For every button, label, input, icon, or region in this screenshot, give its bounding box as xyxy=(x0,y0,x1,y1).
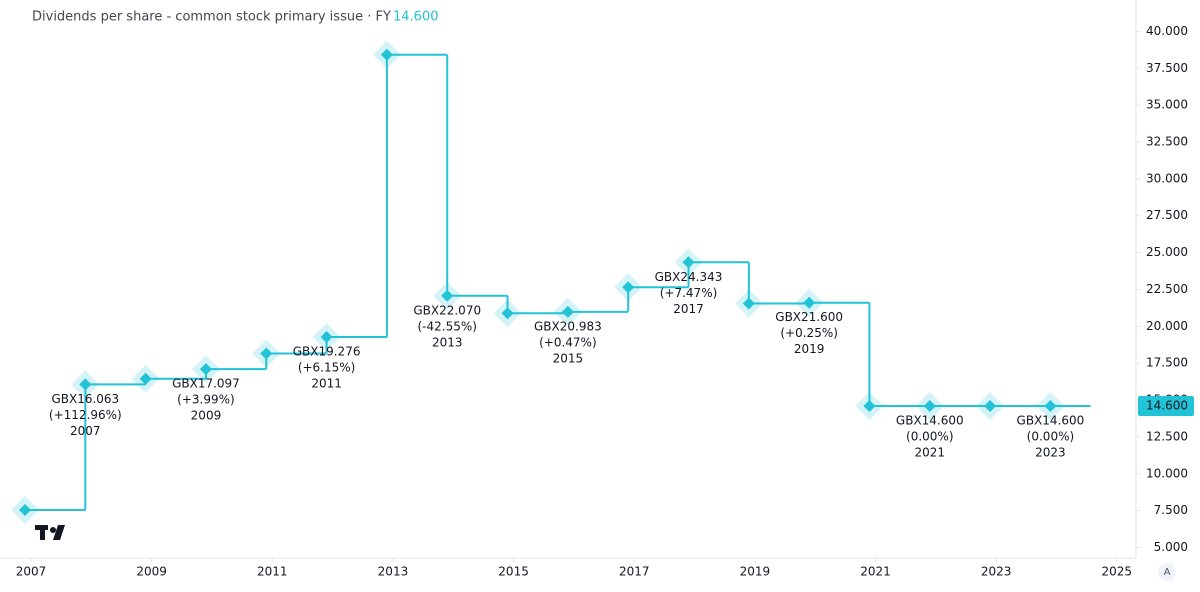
x-tick-label: 2019 xyxy=(740,565,771,579)
x-tick-label: 2021 xyxy=(860,565,891,579)
change-label: (0.00%) xyxy=(906,429,953,443)
y-tick-label: 7.500 xyxy=(1154,503,1188,517)
value-label: GBX22.070 xyxy=(413,303,481,317)
y-tick-label: 10.000 xyxy=(1146,466,1188,480)
point xyxy=(79,378,92,391)
point xyxy=(501,307,514,320)
change-label: (-42.55%) xyxy=(418,319,477,333)
change-label: (+6.15%) xyxy=(298,360,356,374)
value-label: GBX20.983 xyxy=(534,319,602,333)
value-label: GBX14.600 xyxy=(1017,413,1085,427)
x-tick-label: 2009 xyxy=(136,565,167,579)
point xyxy=(561,305,574,318)
x-tick-label: 2023 xyxy=(981,565,1012,579)
y-tick-label: 22.500 xyxy=(1146,282,1188,296)
year-label: 2015 xyxy=(553,351,584,365)
chart-title: Dividends per share - common stock prima… xyxy=(32,10,391,25)
auto-scale-label[interactable]: A xyxy=(1164,567,1171,578)
y-tick-label: 20.000 xyxy=(1146,319,1188,333)
point xyxy=(1044,399,1057,412)
point xyxy=(320,330,333,343)
y-tick-label: 25.000 xyxy=(1146,245,1188,259)
point xyxy=(260,347,273,360)
last-value-box xyxy=(1138,395,1194,416)
point xyxy=(622,281,635,294)
y-tick-label: 30.000 xyxy=(1146,171,1188,185)
value-label: GBX14.600 xyxy=(896,413,964,427)
point xyxy=(863,399,876,412)
logo xyxy=(35,525,65,540)
year-label: 2021 xyxy=(915,445,946,459)
x-tick-label: 2015 xyxy=(498,565,529,579)
point xyxy=(139,372,152,385)
y-tick-label: 35.000 xyxy=(1146,98,1188,112)
auto-scale-button[interactable] xyxy=(1158,563,1176,581)
x-tick-label: 2013 xyxy=(378,565,409,579)
point xyxy=(803,296,816,309)
point xyxy=(682,256,695,269)
x-tick-label: 2017 xyxy=(619,565,650,579)
value-label: GBX21.600 xyxy=(775,310,843,324)
point xyxy=(742,297,755,310)
x-tick-label: 2007 xyxy=(16,565,47,579)
x-tick-label: 2025 xyxy=(1102,565,1133,579)
change-label: (+0.47%) xyxy=(539,335,597,349)
point xyxy=(380,48,393,61)
year-label: 2023 xyxy=(1035,445,1066,459)
y-tick-label: 5.000 xyxy=(1154,540,1188,554)
y-tick-label: 27.500 xyxy=(1146,208,1188,222)
change-label: (+3.99%) xyxy=(177,393,235,407)
point xyxy=(441,289,454,302)
point xyxy=(923,399,936,412)
y-tick-label: 12.500 xyxy=(1146,429,1188,443)
last-value-label: 14.600 xyxy=(1146,398,1188,412)
point xyxy=(19,503,31,516)
y-tick-label: 32.500 xyxy=(1146,135,1188,149)
value-label: GBX19.276 xyxy=(293,344,361,358)
value-label: GBX17.097 xyxy=(172,377,240,391)
change-label: (+0.25%) xyxy=(780,326,838,340)
point xyxy=(199,363,212,376)
change-label: (+7.47%) xyxy=(660,286,718,300)
year-label: 2009 xyxy=(191,409,222,423)
change-label: (0.00%) xyxy=(1027,429,1074,443)
year-label: 2011 xyxy=(311,376,342,390)
year-label: 2019 xyxy=(794,342,825,356)
value-label: GBX16.063 xyxy=(51,392,119,406)
value-label: GBX24.343 xyxy=(655,270,723,284)
year-label: 2013 xyxy=(432,335,463,349)
y-tick-label: 17.500 xyxy=(1146,356,1188,370)
title-value: 14.600 xyxy=(393,10,439,25)
year-label: 2017 xyxy=(673,302,704,316)
y-tick-label: 37.500 xyxy=(1146,61,1188,75)
y-tick-label: 40.000 xyxy=(1146,24,1188,38)
point xyxy=(984,399,997,412)
change-label: (+112.96%) xyxy=(49,408,122,422)
year-label: 2007 xyxy=(70,424,101,438)
x-tick-label: 2011 xyxy=(257,565,288,579)
